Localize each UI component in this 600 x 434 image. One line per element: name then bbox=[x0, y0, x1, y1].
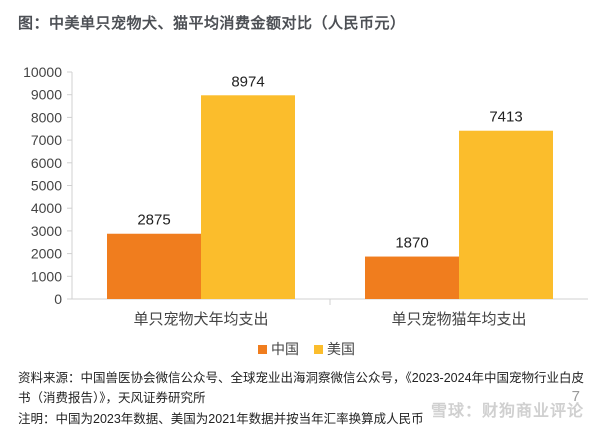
page-number: 7 bbox=[571, 388, 580, 405]
bar-美国-0 bbox=[201, 95, 295, 300]
y-tick-label: 9000 bbox=[31, 87, 62, 103]
data-label: 7413 bbox=[489, 109, 522, 126]
bar-chart: 0 1000 2000 3000 4000 5000 6000 7000 8000 9000 100… bbox=[23, 64, 588, 357]
y-tick-label: 5000 bbox=[31, 178, 62, 194]
y-tick-label: 7000 bbox=[31, 132, 62, 148]
y-tick-label: 8000 bbox=[31, 109, 62, 125]
bar-中国-1 bbox=[365, 256, 459, 299]
bar-美国-1 bbox=[459, 130, 553, 299]
legend-label: 美国 bbox=[327, 341, 355, 357]
x-category-label: 单只宠物犬年均支出 bbox=[133, 311, 268, 328]
legend-swatch bbox=[314, 345, 323, 354]
y-tick-label: 0 bbox=[54, 291, 62, 307]
y-tick-label: 2000 bbox=[31, 246, 62, 262]
data-label: 8974 bbox=[231, 73, 264, 90]
y-tick-label: 1000 bbox=[31, 268, 62, 284]
chart-title: 图：中美单只宠物犬、猫平均消费金额对比（人民币元） bbox=[18, 15, 406, 32]
bar-中国-0 bbox=[107, 233, 201, 299]
legend-label: 中国 bbox=[271, 341, 299, 357]
y-tick-label: 6000 bbox=[31, 155, 62, 171]
y-tick-label: 10000 bbox=[23, 64, 62, 80]
data-label: 2875 bbox=[137, 212, 170, 229]
watermark: 雪球：财狗商业评论 bbox=[430, 403, 584, 420]
legend-swatch bbox=[258, 345, 267, 354]
x-category-label: 单只宠物猫年均支出 bbox=[391, 311, 526, 328]
footnote: 注明：中国为2023年数据、美国为2021年数据并按当年汇率换算成人民币 bbox=[18, 412, 424, 426]
y-tick-label: 3000 bbox=[31, 223, 62, 239]
data-label: 1870 bbox=[395, 235, 428, 252]
source-note: 资料来源：中国兽医协会微信公众号、全球宠业出海洞察微信公众号，《2023-202… bbox=[18, 371, 585, 405]
y-tick-label: 4000 bbox=[31, 200, 62, 216]
